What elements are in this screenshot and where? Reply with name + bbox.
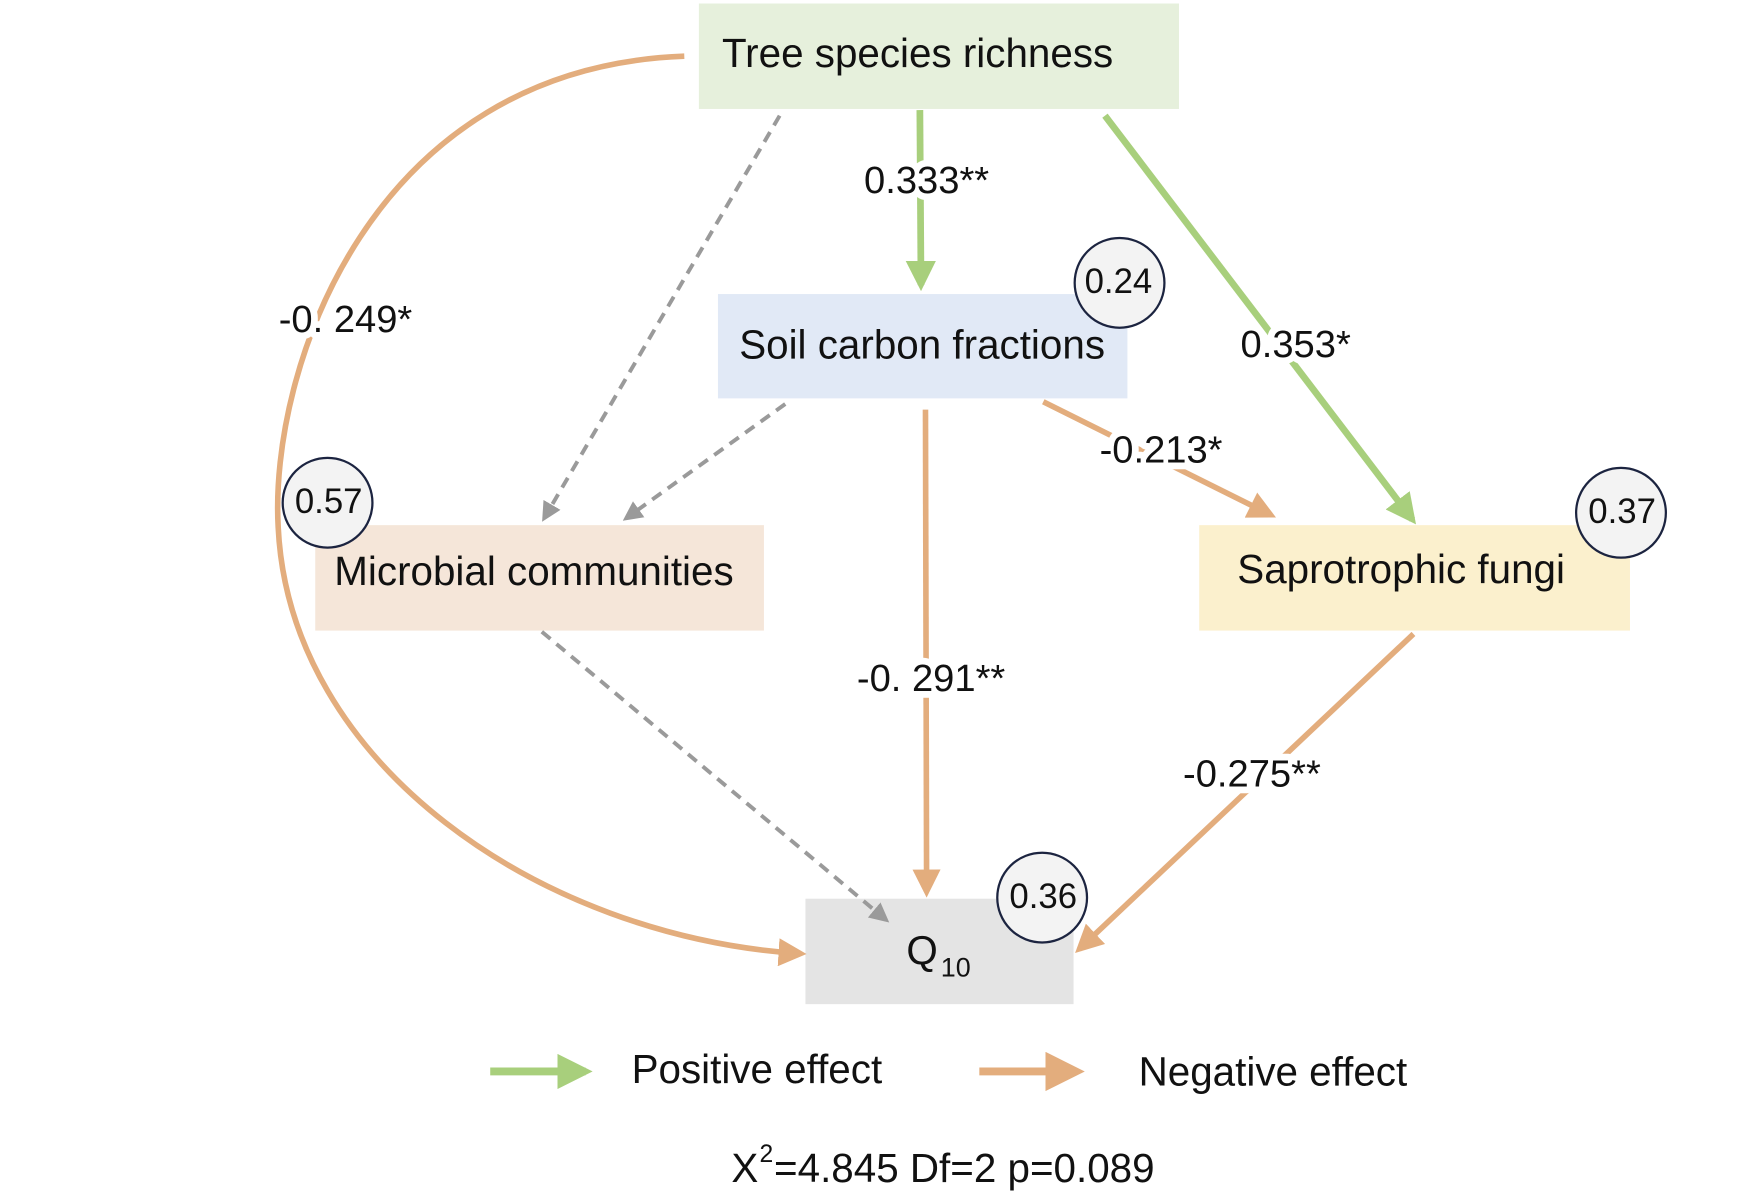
- edge-label: 0.353*: [1241, 323, 1351, 366]
- node-box: [1199, 525, 1630, 631]
- r2-circle: [1575, 466, 1667, 559]
- node-box: [717, 294, 1128, 399]
- r2-value: 0.57: [295, 483, 363, 521]
- node-label: Soil carbon fractions: [739, 322, 1105, 368]
- footer-superscript: 2: [759, 1141, 773, 1168]
- edge: [622, 402, 787, 521]
- r2-circle: [1073, 236, 1166, 329]
- edge: [542, 114, 782, 522]
- footer-symbol: X: [731, 1145, 758, 1191]
- node-box: [315, 525, 764, 631]
- edge: [1102, 113, 1417, 525]
- r2-value: 0.24: [1085, 263, 1153, 301]
- node-box: [698, 3, 1180, 109]
- edge: [1042, 399, 1277, 518]
- node-subscript: 10: [941, 952, 971, 982]
- r2-circle: [996, 851, 1089, 944]
- legend-label: Negative effect: [1139, 1048, 1408, 1094]
- edge-label: -0. 291**: [857, 657, 1006, 700]
- edge-label: -0. 249*: [279, 298, 413, 341]
- edge: [274, 53, 807, 967]
- legend-label: Positive effect: [632, 1046, 883, 1092]
- edge: [540, 630, 890, 923]
- r2-circle: [281, 456, 374, 549]
- node-label: Q: [906, 927, 937, 973]
- edge-label: -0.275**: [1183, 753, 1321, 796]
- edge-label: -0.213*: [1100, 428, 1223, 471]
- node-label: Tree species richness: [722, 30, 1113, 76]
- node-label: Microbial communities: [334, 548, 733, 594]
- r2-value: 0.36: [1009, 878, 1077, 916]
- edge: [912, 409, 941, 898]
- footer-text: =4.845 Df=2 p=0.089: [774, 1145, 1155, 1191]
- edge: [905, 110, 936, 292]
- edge: [1075, 631, 1416, 954]
- edge-label: 0.333**: [864, 159, 989, 202]
- r2-value: 0.37: [1588, 493, 1656, 531]
- node-label: Saprotrophic fungi: [1237, 546, 1565, 592]
